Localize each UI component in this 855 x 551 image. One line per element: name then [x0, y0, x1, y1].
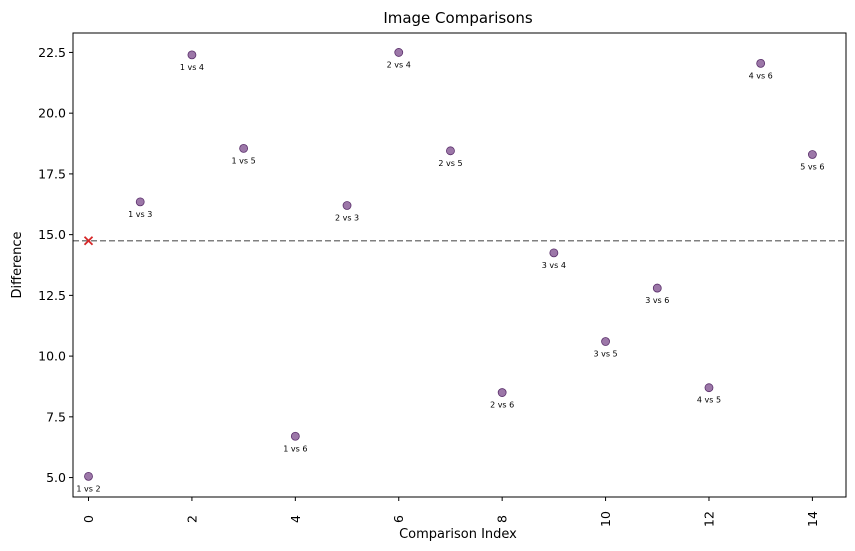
plot-frame — [72, 32, 847, 498]
y-tick-label: 5.0 — [46, 470, 66, 485]
x-tick-label: 10 — [598, 511, 613, 527]
point-label: 2 vs 3 — [335, 213, 359, 222]
data-point — [652, 283, 662, 293]
data-point — [84, 471, 93, 481]
point-label: 4 vs 5 — [697, 396, 721, 405]
y-axis-label: Difference — [10, 231, 25, 298]
y-tick-label: 17.5 — [38, 166, 66, 181]
data-point — [187, 50, 197, 60]
point-label: 1 vs 2 — [76, 484, 100, 493]
point-label: 3 vs 4 — [542, 261, 566, 270]
point-labels: 1 vs 2 1 vs 3 1 vs 4 1 vs 5 1 vs 6 2 vs 3 2 vs… — [76, 60, 824, 493]
data-point — [549, 248, 559, 258]
y-tick-label: 22.5 — [38, 45, 66, 60]
data-point — [239, 143, 249, 153]
x-tick-label: 14 — [805, 511, 820, 527]
point-label: 1 vs 4 — [180, 63, 204, 72]
chart-title-text: Image Comparisons — [383, 9, 533, 27]
point-label: 4 vs 6 — [749, 71, 773, 80]
marker-x-stroke-b — [83, 236, 94, 246]
point-label: 1 vs 6 — [283, 444, 307, 453]
x-tick-label: 6 — [391, 515, 406, 523]
y-tick-label: 20.0 — [38, 106, 66, 121]
data-point — [601, 337, 610, 346]
data-point — [342, 201, 352, 210]
plot-frame-rect — [72, 32, 847, 498]
point-label: 3 vs 5 — [593, 350, 617, 359]
point-label: 5 vs 6 — [800, 162, 824, 171]
point-label: 2 vs 6 — [490, 401, 514, 410]
point-label: 2 vs 5 — [438, 159, 462, 168]
x-tick-label: 12 — [701, 511, 716, 527]
data-point — [446, 146, 455, 156]
data-point — [290, 431, 300, 441]
point-label: 1 vs 5 — [232, 156, 256, 165]
y-tick-label: 10.0 — [38, 349, 66, 364]
x-tick-label: 4 — [288, 515, 303, 523]
marker-group — [83, 236, 94, 246]
x-tick-label: 0 — [81, 515, 96, 523]
y-tick-label: 12.5 — [38, 288, 66, 303]
data-point — [704, 383, 714, 393]
point-label: 2 vs 4 — [387, 60, 411, 69]
data-point — [497, 388, 507, 397]
y-tick-label: 7.5 — [46, 409, 66, 424]
y-tick-label: 15.0 — [38, 227, 66, 242]
point-label: 1 vs 3 — [128, 210, 152, 219]
data-point — [807, 150, 817, 159]
x-axis-ticks: 0 2 4 6 8 10 12 14 — [81, 497, 820, 527]
x-axis-label: Comparison Index — [399, 527, 517, 542]
data-point — [135, 197, 145, 207]
data-point — [394, 48, 404, 57]
x-tick-label: 2 — [184, 515, 199, 523]
data-points — [84, 48, 817, 481]
y-axis-ticks: 5.0 7.5 10.0 12.5 15.0 17.5 20.0 22.5 — [38, 45, 73, 485]
chart-title: Image Comparisons — [383, 9, 533, 27]
point-label: 3 vs 6 — [645, 296, 669, 305]
data-point — [756, 58, 766, 68]
x-tick-label: 8 — [495, 515, 510, 523]
